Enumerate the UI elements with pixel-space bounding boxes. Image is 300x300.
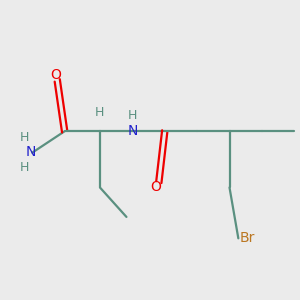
Text: H: H: [95, 106, 104, 119]
Text: O: O: [151, 181, 161, 194]
Text: H: H: [19, 131, 29, 144]
Text: N: N: [26, 145, 36, 159]
Text: N: N: [128, 124, 138, 138]
Text: Br: Br: [239, 231, 255, 245]
Text: H: H: [19, 161, 29, 174]
Text: O: O: [50, 68, 61, 82]
Text: H: H: [128, 109, 138, 122]
